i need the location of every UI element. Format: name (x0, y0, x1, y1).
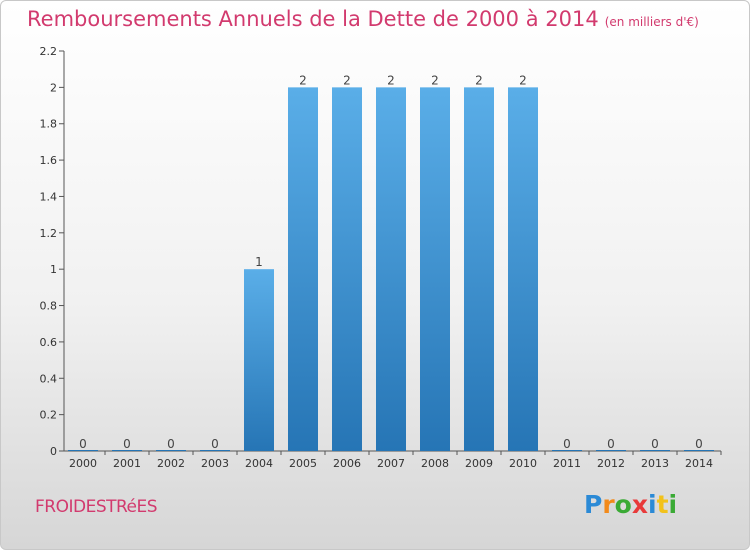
data-label-2006: 2 (343, 73, 351, 87)
bar-2010 (508, 87, 538, 451)
x-tick-label-2012: 2012 (597, 457, 625, 470)
data-label-2004: 1 (255, 255, 263, 269)
data-label-2014: 0 (695, 437, 703, 451)
y-tick-label: 1.4 (40, 190, 58, 203)
x-tick-label-2004: 2004 (245, 457, 273, 470)
bar-2001 (112, 450, 142, 451)
x-tick-label-2005: 2005 (289, 457, 317, 470)
x-tick-label-2008: 2008 (421, 457, 449, 470)
data-label-2000: 0 (79, 437, 87, 451)
bar-2011 (552, 450, 582, 451)
proxiti-logo: Proxiti (584, 490, 677, 519)
x-tick-label-2009: 2009 (465, 457, 493, 470)
chart-labels: 0200002001020020200312004220052200622007… (69, 73, 713, 470)
y-tick-label: 0.8 (40, 300, 58, 313)
y-tick-label: 1 (50, 263, 57, 276)
y-tick-label: 2 (50, 81, 57, 94)
data-label-2007: 2 (387, 73, 395, 87)
y-tick-label: 2.2 (40, 45, 58, 58)
bar-2002 (156, 450, 186, 451)
data-label-2012: 0 (607, 437, 615, 451)
x-tick-label-2013: 2013 (641, 457, 669, 470)
y-tick-label: 1.2 (40, 227, 58, 240)
x-tick-label-2014: 2014 (685, 457, 713, 470)
y-tick-label: 0 (50, 445, 57, 458)
logo-letter: i (648, 490, 657, 519)
data-label-2011: 0 (563, 437, 571, 451)
x-tick-label-2006: 2006 (333, 457, 361, 470)
x-tick-label-2011: 2011 (553, 457, 581, 470)
y-tick-label: 1.6 (40, 154, 58, 167)
x-tick-label-2007: 2007 (377, 457, 405, 470)
commune-name: FROIDESTRéES (35, 497, 158, 517)
data-label-2002: 0 (167, 437, 175, 451)
y-tick-label: 0.4 (40, 372, 58, 385)
chart-title: Remboursements Annuels de la Dette de 20… (27, 7, 699, 31)
bar-2000 (68, 450, 98, 451)
x-tick-label-2000: 2000 (69, 457, 97, 470)
logo-letter: o (614, 490, 632, 519)
x-tick-label-2002: 2002 (157, 457, 185, 470)
y-tick-label: 0.6 (40, 336, 58, 349)
data-label-2003: 0 (211, 437, 219, 451)
logo-letter: x (631, 490, 648, 519)
bar-2013 (640, 450, 670, 451)
logo-letter: i (668, 490, 678, 519)
data-label-2001: 0 (123, 437, 131, 451)
data-label-2008: 2 (431, 73, 439, 87)
chart-title-text: Remboursements Annuels de la Dette de 20… (27, 7, 599, 31)
chart-bars (68, 87, 714, 451)
logo-letter: r (602, 490, 615, 519)
bar-2014 (684, 450, 714, 451)
logo-letter: t (656, 490, 669, 519)
chart-unit: (en milliers d'€) (604, 15, 699, 29)
bar-2007 (376, 87, 406, 451)
bar-2012 (596, 450, 626, 451)
logo-letter: P (584, 490, 603, 519)
data-label-2009: 2 (475, 73, 483, 87)
data-label-2005: 2 (299, 73, 307, 87)
x-tick-label-2001: 2001 (113, 457, 141, 470)
chart-axes: 0 0.2 0.4 0.6 0.8 1 1.2 1.4 1.6 1.8 2 2.2 (40, 45, 722, 458)
bar-2003 (200, 450, 230, 451)
bar-2009 (464, 87, 494, 451)
bar-2006 (332, 87, 362, 451)
bar-2008 (420, 87, 450, 451)
y-tick-label: 0.2 (40, 409, 58, 422)
x-tick-label-2003: 2003 (201, 457, 229, 470)
bar-2004 (244, 269, 274, 451)
data-label-2010: 2 (519, 73, 527, 87)
y-tick-label: 1.8 (40, 118, 58, 131)
x-tick-label-2010: 2010 (509, 457, 537, 470)
data-label-2013: 0 (651, 437, 659, 451)
bar-2005 (288, 87, 318, 451)
